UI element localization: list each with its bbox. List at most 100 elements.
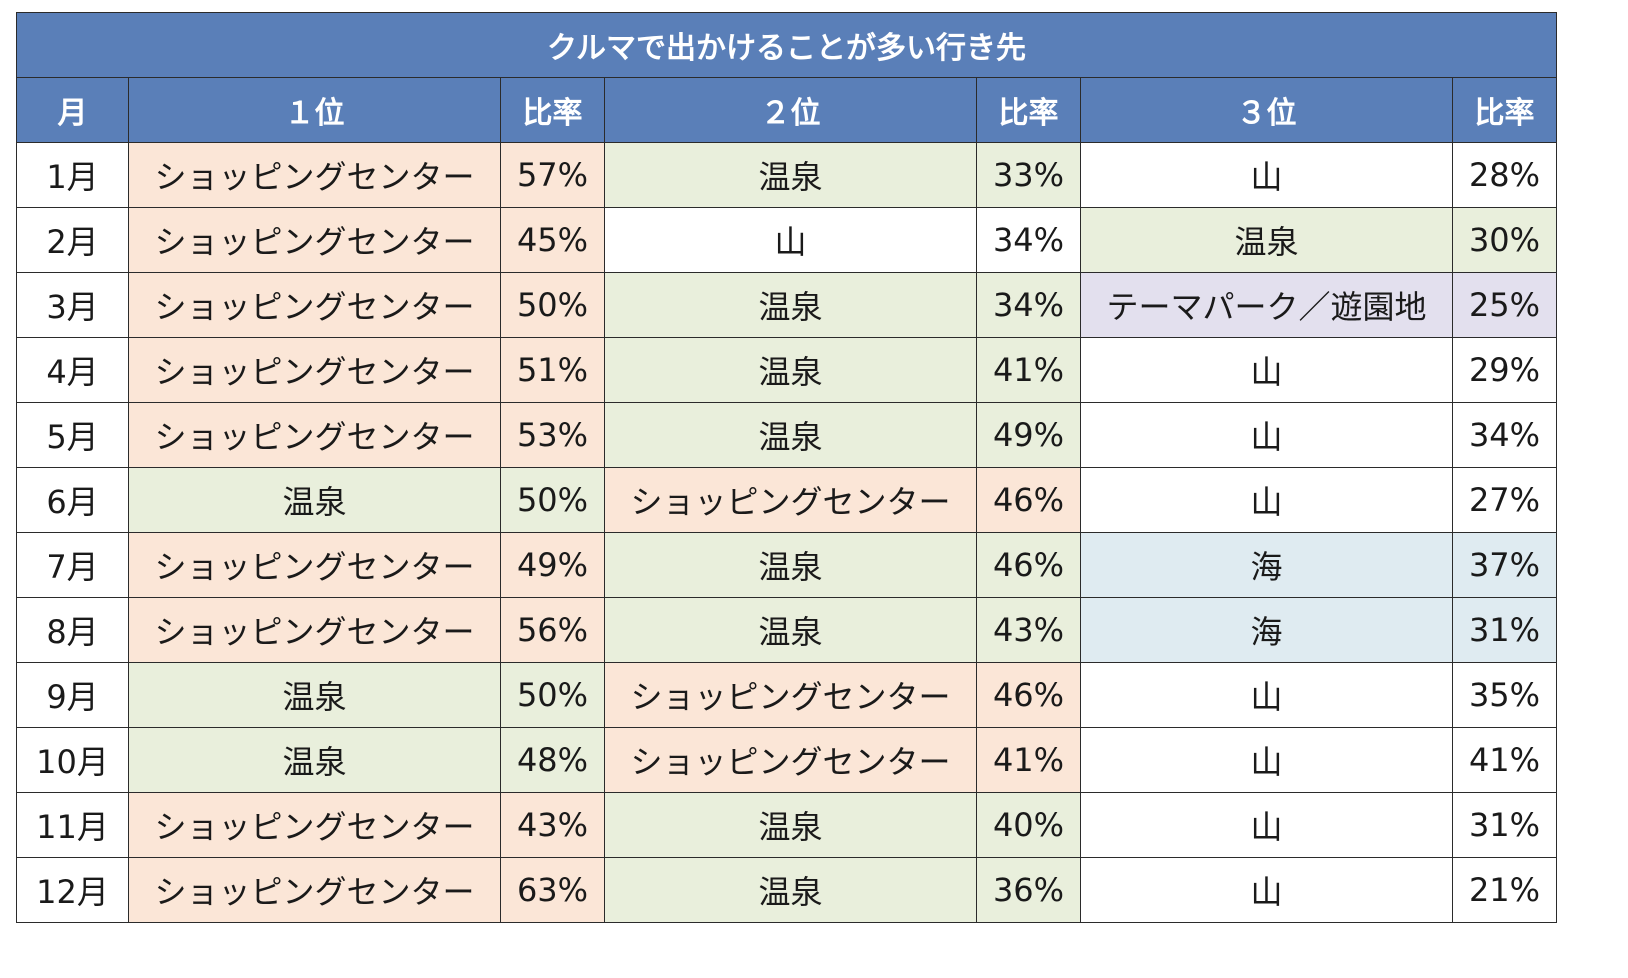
rank2-destination-cell: 温泉 <box>604 857 977 923</box>
header-ratio3: 比率 <box>1452 77 1557 143</box>
rank2-ratio-cell: 33% <box>976 142 1081 208</box>
rank1-ratio-cell: 50% <box>500 467 605 533</box>
destinations-table: クルマで出かけることが多い行き先 月 １位 比率 ２位 比率 ３位 比率 1月シ… <box>16 12 1557 923</box>
month-cell: 6月 <box>16 467 129 533</box>
rank3-ratio-cell: 28% <box>1452 142 1557 208</box>
header-rank2: ２位 <box>604 77 977 143</box>
header-rank3: ３位 <box>1080 77 1453 143</box>
header-ratio2: 比率 <box>976 77 1081 143</box>
table-row: 10月 温泉 48% ショッピングセンター 41% 山 41% <box>16 727 1557 793</box>
month-cell: 1月 <box>16 142 129 208</box>
rank1-ratio-cell: 50% <box>500 662 605 728</box>
table-row: 6月 温泉 50% ショッピングセンター 46% 山 27% <box>16 467 1557 533</box>
rank2-destination-cell: 温泉 <box>604 532 977 598</box>
rank2-destination-cell: ショッピングセンター <box>604 727 977 793</box>
table-body: 1月 ショッピングセンター 57% 温泉 33% 山 28% 2月 ショッピングセンター 45% 山… <box>16 142 1557 923</box>
rank1-destination-cell: ショッピングセンター <box>128 402 501 468</box>
rank1-ratio-cell: 53% <box>500 402 605 468</box>
rank2-destination-cell: 温泉 <box>604 402 977 468</box>
rank3-ratio-cell: 37% <box>1452 532 1557 598</box>
rank3-destination-cell: 海 <box>1080 532 1453 598</box>
table-row: 9月 温泉 50% ショッピングセンター 46% 山 35% <box>16 662 1557 728</box>
rank2-destination-cell: 山 <box>604 207 977 273</box>
rank3-destination-cell: 山 <box>1080 467 1453 533</box>
rank1-ratio-cell: 50% <box>500 272 605 338</box>
table-row: 5月 ショッピングセンター 53% 温泉 49% 山 34% <box>16 402 1557 468</box>
header-month: 月 <box>16 77 129 143</box>
rank3-destination-cell: 山 <box>1080 792 1453 858</box>
rank3-destination-cell: 温泉 <box>1080 207 1453 273</box>
rank2-destination-cell: 温泉 <box>604 337 977 403</box>
rank2-destination-cell: 温泉 <box>604 597 977 663</box>
rank1-destination-cell: 温泉 <box>128 662 501 728</box>
rank1-destination-cell: ショッピングセンター <box>128 597 501 663</box>
rank2-ratio-cell: 40% <box>976 792 1081 858</box>
rank2-ratio-cell: 34% <box>976 272 1081 338</box>
rank3-destination-cell: 山 <box>1080 402 1453 468</box>
rank3-destination-cell: テーマパーク／遊園地 <box>1080 272 1453 338</box>
rank3-ratio-cell: 34% <box>1452 402 1557 468</box>
rank3-ratio-cell: 35% <box>1452 662 1557 728</box>
rank2-ratio-cell: 34% <box>976 207 1081 273</box>
table-row: 7月 ショッピングセンター 49% 温泉 46% 海 37% <box>16 532 1557 598</box>
rank1-destination-cell: ショッピングセンター <box>128 792 501 858</box>
table-row: 1月 ショッピングセンター 57% 温泉 33% 山 28% <box>16 142 1557 208</box>
month-cell: 11月 <box>16 792 129 858</box>
rank2-ratio-cell: 49% <box>976 402 1081 468</box>
rank1-destination-cell: ショッピングセンター <box>128 272 501 338</box>
rank2-ratio-cell: 46% <box>976 467 1081 533</box>
rank3-destination-cell: 山 <box>1080 142 1453 208</box>
rank1-ratio-cell: 51% <box>500 337 605 403</box>
table-row: 2月 ショッピングセンター 45% 山 34% 温泉 30% <box>16 207 1557 273</box>
rank3-ratio-cell: 27% <box>1452 467 1557 533</box>
table-row: 12月 ショッピングセンター 63% 温泉 36% 山 21% <box>16 857 1557 923</box>
rank3-ratio-cell: 31% <box>1452 792 1557 858</box>
rank3-ratio-cell: 29% <box>1452 337 1557 403</box>
table-row: 8月 ショッピングセンター 56% 温泉 43% 海 31% <box>16 597 1557 663</box>
table-row: 4月 ショッピングセンター 51% 温泉 41% 山 29% <box>16 337 1557 403</box>
month-cell: 4月 <box>16 337 129 403</box>
rank3-destination-cell: 山 <box>1080 662 1453 728</box>
rank2-destination-cell: 温泉 <box>604 792 977 858</box>
rank1-ratio-cell: 45% <box>500 207 605 273</box>
month-cell: 7月 <box>16 532 129 598</box>
rank3-destination-cell: 山 <box>1080 727 1453 793</box>
month-cell: 10月 <box>16 727 129 793</box>
rank3-destination-cell: 山 <box>1080 857 1453 923</box>
rank3-destination-cell: 山 <box>1080 337 1453 403</box>
rank2-ratio-cell: 46% <box>976 532 1081 598</box>
rank1-destination-cell: ショッピングセンター <box>128 532 501 598</box>
rank2-ratio-cell: 46% <box>976 662 1081 728</box>
month-cell: 8月 <box>16 597 129 663</box>
month-cell: 12月 <box>16 857 129 923</box>
rank2-destination-cell: ショッピングセンター <box>604 467 977 533</box>
rank1-ratio-cell: 48% <box>500 727 605 793</box>
rank1-destination-cell: ショッピングセンター <box>128 337 501 403</box>
rank1-ratio-cell: 43% <box>500 792 605 858</box>
rank3-destination-cell: 海 <box>1080 597 1453 663</box>
rank1-ratio-cell: 57% <box>500 142 605 208</box>
rank3-ratio-cell: 25% <box>1452 272 1557 338</box>
rank1-ratio-cell: 49% <box>500 532 605 598</box>
rank1-ratio-cell: 56% <box>500 597 605 663</box>
rank3-ratio-cell: 21% <box>1452 857 1557 923</box>
rank3-ratio-cell: 30% <box>1452 207 1557 273</box>
rank3-ratio-cell: 31% <box>1452 597 1557 663</box>
rank2-destination-cell: 温泉 <box>604 142 977 208</box>
rank1-destination-cell: ショッピングセンター <box>128 142 501 208</box>
rank2-ratio-cell: 41% <box>976 727 1081 793</box>
rank1-destination-cell: 温泉 <box>128 727 501 793</box>
table-row: 3月 ショッピングセンター 50% 温泉 34% テーマパーク／遊園地 25% <box>16 272 1557 338</box>
rank2-ratio-cell: 43% <box>976 597 1081 663</box>
rank1-ratio-cell: 63% <box>500 857 605 923</box>
rank1-destination-cell: ショッピングセンター <box>128 857 501 923</box>
header-rank1: １位 <box>128 77 501 143</box>
month-cell: 2月 <box>16 207 129 273</box>
table-row: 11月 ショッピングセンター 43% 温泉 40% 山 31% <box>16 792 1557 858</box>
rank2-destination-cell: 温泉 <box>604 272 977 338</box>
rank2-destination-cell: ショッピングセンター <box>604 662 977 728</box>
rank1-destination-cell: ショッピングセンター <box>128 207 501 273</box>
rank1-destination-cell: 温泉 <box>128 467 501 533</box>
header-ratio1: 比率 <box>500 77 605 143</box>
month-cell: 9月 <box>16 662 129 728</box>
